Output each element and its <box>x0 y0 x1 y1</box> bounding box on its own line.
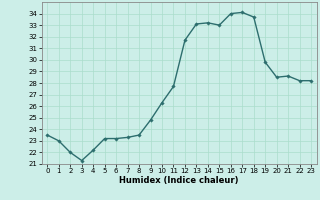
X-axis label: Humidex (Indice chaleur): Humidex (Indice chaleur) <box>119 176 239 185</box>
